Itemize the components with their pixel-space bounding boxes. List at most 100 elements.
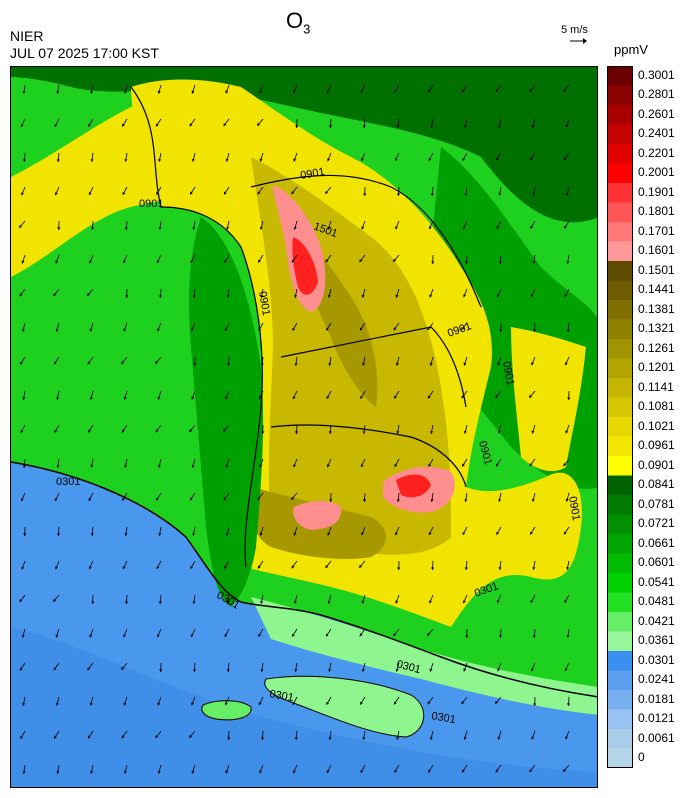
west-green-corridor: [189, 217, 264, 607]
wind-arrowhead: [497, 430, 501, 434]
wind-arrowhead: [124, 159, 128, 162]
wind-arrowhead: [530, 600, 534, 603]
wind-arrowhead: [497, 668, 500, 672]
wind-arrowhead: [360, 770, 364, 773]
wind-arrowhead: [124, 227, 128, 230]
wind-arrowhead: [396, 499, 400, 502]
wind-arrowhead: [530, 225, 534, 229]
wind-arrowhead: [429, 668, 433, 672]
small-island-outline: [201, 700, 252, 721]
wind-arrowhead: [394, 769, 398, 773]
wind-arrowhead: [497, 294, 500, 298]
wind-arrowhead: [91, 227, 95, 230]
colorbar-label: 0.0601: [638, 555, 675, 570]
wind-arrowhead: [326, 701, 330, 705]
wind-arrowhead: [495, 89, 499, 93]
wind-arrowhead: [463, 362, 467, 366]
province-border-4: [270, 424, 467, 488]
wind-arrowhead: [56, 159, 60, 162]
wind-arrowhead: [394, 395, 397, 399]
province-border-1: [130, 86, 263, 568]
wind-arrowhead: [395, 362, 399, 366]
wind-arrowhead: [499, 329, 503, 332]
wind-arrowhead: [158, 601, 162, 604]
wind-arrowhead: [565, 362, 568, 366]
wind-arrowhead: [360, 464, 364, 468]
colorbar-swatch: [607, 475, 633, 496]
wind-arrowhead: [226, 295, 230, 298]
wind-arrowhead: [189, 429, 193, 433]
colorbar-label: 0.0061: [638, 730, 675, 745]
wind-arrowhead: [225, 158, 229, 162]
wind-arrowhead: [327, 294, 331, 298]
wind-arrowhead: [294, 295, 298, 298]
wind-arrowhead: [295, 125, 299, 128]
wind-arrowhead: [360, 395, 364, 399]
wind-arrowhead: [89, 260, 92, 264]
wind-arrowhead: [223, 123, 227, 127]
wind-arrowhead: [260, 601, 264, 604]
wind-arrowhead: [361, 600, 365, 604]
wind-arrowhead: [464, 125, 468, 128]
wind-arrowhead: [326, 770, 330, 774]
wind-arrowhead: [293, 90, 296, 94]
wind-arrowhead: [565, 124, 569, 128]
wind-arrowhead: [55, 260, 59, 264]
wind-arrowhead: [22, 465, 26, 468]
wind-arrowhead: [122, 566, 126, 570]
wind-arrowhead: [53, 293, 57, 297]
wind-arrowhead: [157, 328, 160, 332]
wind-arrowhead: [361, 158, 364, 162]
wind-arrowhead: [87, 292, 91, 296]
wind-arrowhead: [258, 702, 262, 706]
wind-arrowhead: [158, 533, 162, 536]
wind-arrowhead: [53, 667, 57, 671]
wind-arrowhead: [429, 736, 433, 740]
wind-arrowhead: [257, 122, 261, 126]
wind-arrowhead: [19, 599, 23, 603]
wind-arrowhead: [224, 565, 227, 569]
wind-arrowhead: [223, 428, 227, 432]
wind-arrowhead: [498, 499, 502, 502]
wind-arrowhead: [396, 431, 400, 434]
wind-arrowhead: [362, 431, 366, 434]
colorbar-swatch: [607, 534, 633, 554]
colorbar-label: 0.1441: [638, 282, 675, 297]
colorbar-label: 0.0781: [638, 496, 675, 511]
wind-arrowhead: [155, 429, 159, 433]
wind-arrowhead: [428, 532, 432, 536]
wind-arrowhead: [91, 601, 95, 604]
wind-arrowhead: [497, 124, 501, 128]
wind-arrowhead: [293, 464, 296, 468]
southern-island: [264, 676, 424, 737]
colorbar-swatch: [607, 495, 633, 515]
wind-arrowhead: [57, 533, 61, 536]
colorbar-label: 0.0901: [638, 457, 675, 472]
wind-arrowhead: [258, 259, 261, 263]
wind-arrowhead: [22, 91, 26, 94]
wind-arrowhead: [464, 499, 468, 502]
wind-arrowhead: [190, 191, 193, 195]
wind-arrowhead: [394, 158, 398, 162]
colorbar-swatch: [607, 592, 633, 613]
colorbar-label: 0.0181: [638, 691, 675, 706]
wind-arrowhead: [396, 125, 400, 128]
colorbar-swatch: [607, 280, 633, 301]
wind-arrowhead: [159, 295, 163, 298]
contour-label: 0301: [268, 688, 294, 704]
wind-arrowhead: [291, 496, 295, 500]
wind-arrowhead: [291, 565, 295, 569]
wind-arrowhead: [563, 463, 567, 467]
wind-arrowhead: [90, 465, 94, 468]
colorbar-swatch: [607, 66, 633, 86]
wind-arrowhead: [531, 430, 535, 434]
wind-arrowhead: [292, 396, 296, 400]
wind-arrowhead: [464, 567, 468, 570]
wind-arrowhead: [261, 431, 265, 434]
colorbar-label: 0.0961: [638, 438, 675, 453]
province-border-2: [250, 174, 482, 308]
wind-arrowhead: [90, 771, 94, 774]
wind-arrowhead: [225, 396, 228, 400]
colorbar-swatch: [607, 709, 633, 730]
wind-arrowhead: [23, 533, 27, 536]
